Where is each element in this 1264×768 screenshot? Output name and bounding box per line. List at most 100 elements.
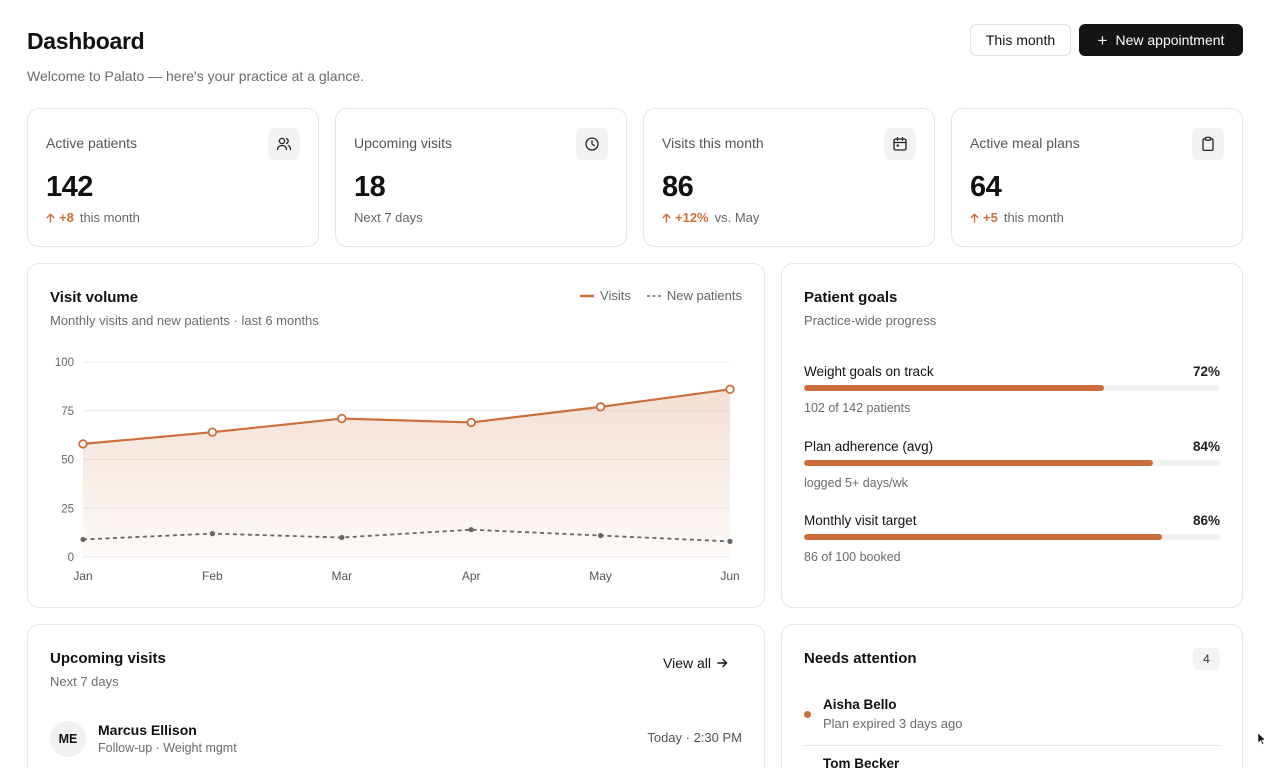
x-tick-label: May: [589, 569, 612, 583]
goal-progress-fill: [804, 534, 1162, 540]
stat-value: 64: [970, 171, 1002, 203]
patient-goals-subtitle: Practice-wide progress: [804, 313, 937, 328]
visits-point: [725, 384, 735, 394]
legend-visits[interactable]: Visits: [580, 288, 631, 303]
goal-progress-fill: [804, 460, 1154, 466]
x-tick-label: Jun: [720, 569, 739, 583]
legend-label: New patients: [666, 288, 742, 303]
stat-delta-note: vs. May: [714, 210, 760, 225]
needs-attention-card: Needs attention 4 Aisha Bello Plan expir…: [781, 624, 1243, 768]
avatar: ME: [50, 721, 86, 757]
mouse-cursor-icon: [1258, 733, 1264, 745]
goal-progress-fill: [804, 385, 1104, 391]
visit-patient-name: Marcus Ellison: [98, 722, 197, 738]
attention-count-badge: 4: [1193, 648, 1220, 670]
chart-legend: Visits New patients: [564, 288, 742, 303]
stat-value: 86: [662, 171, 694, 203]
goal-note: logged 5+ days/wk: [804, 476, 908, 490]
new-appointment-label: New appointment: [1115, 32, 1225, 48]
upcoming-visits-subtitle: Next 7 days: [50, 674, 119, 689]
view-all-link[interactable]: View all: [663, 655, 728, 671]
stat-label: Active patients: [46, 135, 138, 151]
visit-time: Today · 2:30 PM: [647, 730, 742, 745]
new-patients-point: [598, 532, 604, 539]
arrow-up-icon: [46, 212, 55, 223]
y-tick-label: 0: [68, 552, 74, 564]
stat-label: Active meal plans: [970, 135, 1080, 151]
visit-meta: Follow-up · Weight mgmt: [98, 741, 237, 755]
arrow-right-icon: [717, 658, 728, 668]
stat-label: Upcoming visits: [354, 135, 453, 151]
legend-new-patients[interactable]: New patients: [646, 288, 742, 303]
goal-label: Plan adherence (avg): [804, 439, 934, 454]
new-appointment-button[interactable]: + New appointment: [1079, 24, 1243, 56]
users-icon: [268, 128, 300, 160]
patient-goals-title: Patient goals: [804, 289, 898, 306]
y-tick-label: 50: [61, 455, 74, 467]
new-patients-line: [82, 528, 731, 543]
stat-card-active-patients: Active patients 142 +8 this month: [27, 108, 319, 247]
stat-delta-note: this month: [79, 210, 140, 225]
visit-volume-subtitle: Monthly visits and new patients · last 6…: [50, 313, 319, 328]
stat-delta-note: this month: [1003, 210, 1064, 225]
visit-volume-chart: 0 25 50 75 100 Jan Feb Mar Apr May Jun: [55, 357, 740, 583]
attention-note: Plan expired 3 days ago: [823, 716, 963, 731]
attention-name: Tom Becker: [823, 756, 900, 768]
goal-progress-track: [804, 385, 1220, 391]
visits-area: [83, 389, 730, 557]
visits-point: [466, 417, 476, 428]
goal-note: 102 of 142 patients: [804, 401, 911, 415]
stat-subtext: +8 this month: [46, 210, 140, 225]
visits-line: [82, 388, 731, 445]
visit-volume-card: Visit volume Monthly visits and new pati…: [27, 263, 765, 608]
view-all-label: View all: [663, 655, 711, 671]
stat-subtext: +5 this month: [970, 210, 1064, 225]
stat-delta: +5: [970, 210, 998, 225]
x-tick-label: Feb: [202, 569, 223, 583]
new-patients-point: [339, 534, 345, 541]
stat-card-active-meal-plans: Active meal plans 64 +5 this month: [951, 108, 1243, 247]
arrow-up-icon: [970, 212, 979, 223]
clock-icon: [576, 128, 608, 160]
calendar-icon: [884, 128, 916, 160]
stat-value: 18: [354, 171, 386, 203]
x-tick-label: Mar: [331, 569, 352, 583]
legend-swatch-visits: [580, 294, 595, 297]
visit-volume-title: Visit volume: [50, 289, 139, 306]
goal-percent: 72%: [1192, 364, 1220, 379]
page-title: Dashboard: [27, 28, 145, 54]
upcoming-visits-card: Upcoming visits Next 7 days View all ME …: [27, 624, 765, 768]
visit-row[interactable]: ME Marcus Ellison Follow-up · Weight mgm…: [50, 719, 742, 759]
legend-swatch-new-patients: [646, 294, 661, 297]
this-month-button[interactable]: This month: [970, 24, 1071, 56]
new-patients-point: [727, 538, 733, 544]
x-tick-label: Apr: [462, 569, 481, 583]
divider: [804, 745, 1220, 746]
goal-progress-track: [804, 534, 1220, 540]
new-patients-point: [209, 531, 215, 537]
page-header: Dashboard Welcome to Palato — here's you…: [27, 24, 1243, 94]
legend-label: Visits: [600, 288, 631, 303]
stat-delta: +8: [46, 210, 74, 225]
goal-note: 86 of 100 booked: [804, 550, 901, 564]
stat-subtext: +12% vs. May: [662, 210, 759, 225]
y-tick-label: 75: [61, 406, 74, 418]
stat-card-visits-this-month: Visits this month 86 +12% vs. May: [643, 108, 935, 247]
stat-value: 142: [46, 171, 93, 203]
goal-label: Monthly visit target: [804, 513, 917, 528]
status-dot: [804, 711, 811, 718]
patient-goals-card: Patient goals Practice-wide progress Wei…: [781, 263, 1243, 608]
visits-point: [78, 439, 88, 449]
stat-label: Visits this month: [662, 135, 764, 151]
goal-percent: 84%: [1192, 439, 1220, 454]
upcoming-visits-title: Upcoming visits: [50, 650, 166, 667]
y-tick-label: 100: [55, 357, 74, 369]
goal-label: Weight goals on track: [804, 364, 934, 379]
stat-delta-note: Next 7 days: [354, 210, 423, 225]
attention-item[interactable]: Tom Becker: [804, 756, 1220, 768]
attention-item[interactable]: Aisha Bello Plan expired 3 days ago: [804, 697, 1220, 733]
visits-point: [595, 402, 606, 412]
new-patients-point: [80, 536, 86, 543]
arrow-up-icon: [662, 212, 671, 223]
clipboard-icon: [1192, 128, 1224, 160]
